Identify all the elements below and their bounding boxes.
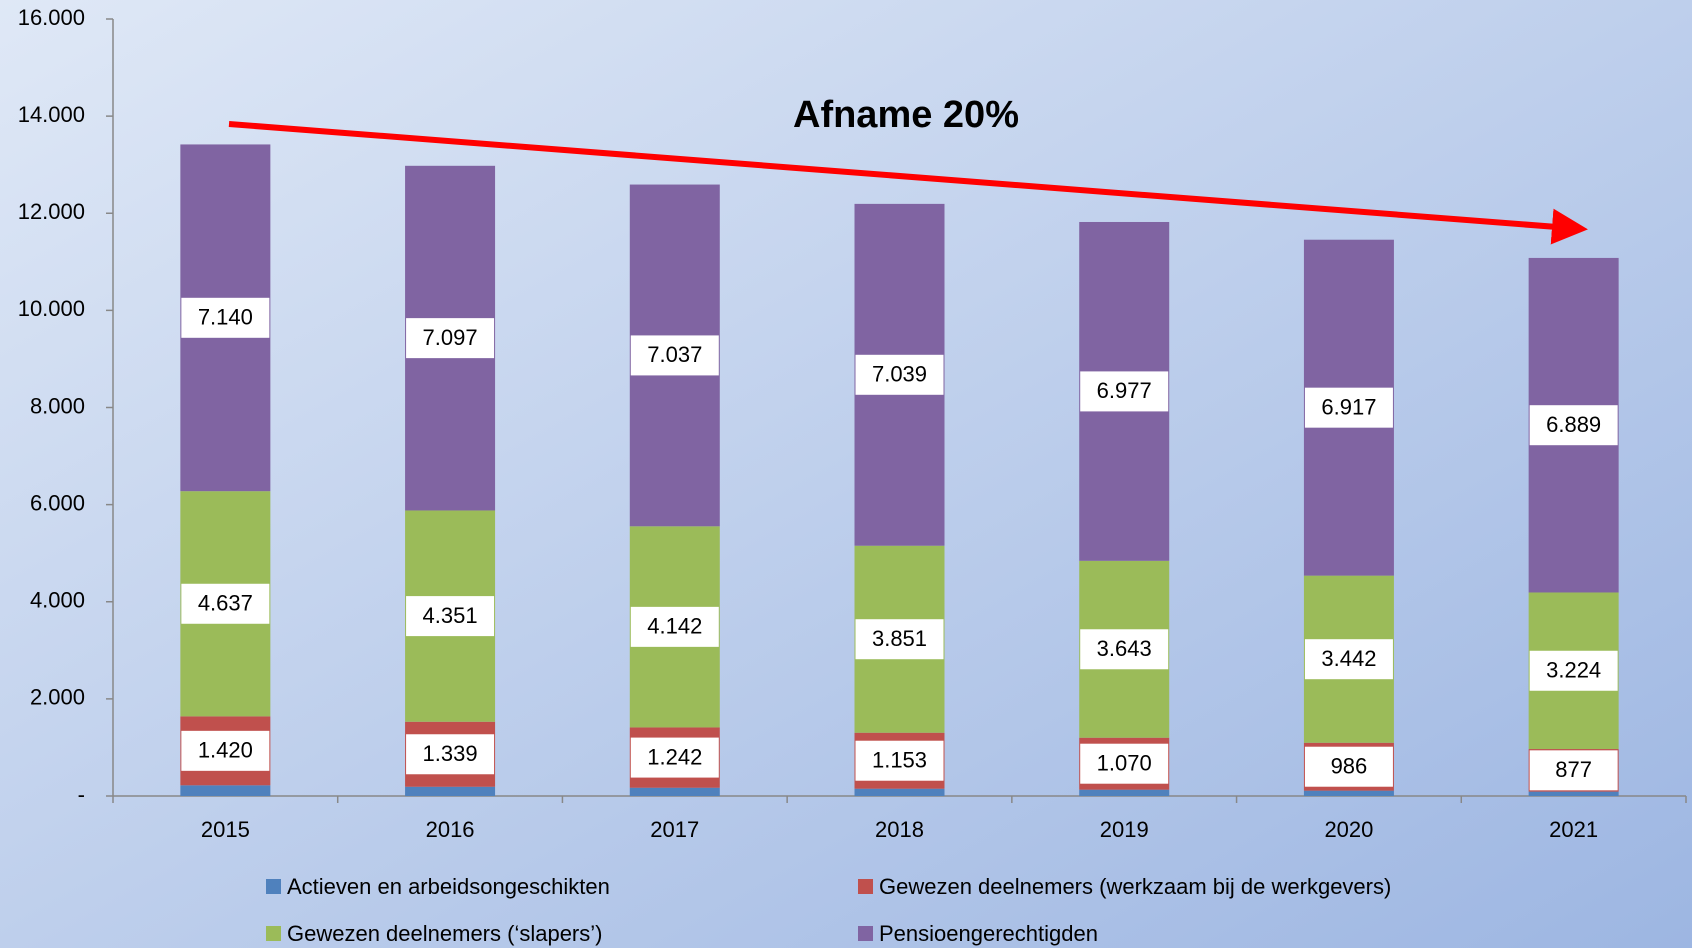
value-label-box (630, 737, 719, 778)
value-label-box (406, 596, 495, 637)
value-label-box (181, 583, 270, 624)
legend-swatch (858, 926, 873, 941)
value-label-box (181, 730, 270, 771)
value-label-box (855, 354, 944, 395)
value-label: 7.140 (198, 305, 253, 330)
value-label: 3.442 (1321, 646, 1376, 671)
y-tick-label: - (78, 782, 85, 807)
value-label-box (1304, 639, 1393, 680)
value-label: 7.037 (647, 342, 702, 367)
x-tick-label: 2018 (875, 817, 924, 842)
x-tick-label: 2015 (201, 817, 250, 842)
value-label: 7.039 (872, 362, 927, 387)
bar-segment (405, 786, 496, 796)
legend-label: Pensioengerechtigden (879, 921, 1098, 946)
value-label: 3.643 (1097, 636, 1152, 661)
bar-segment (854, 788, 945, 796)
bar-segment (1528, 791, 1619, 796)
legend-swatch (266, 926, 281, 941)
value-label: 1.070 (1097, 751, 1152, 776)
value-label: 4.637 (198, 591, 253, 616)
value-label-box (1529, 405, 1618, 446)
value-label: 4.351 (423, 603, 478, 628)
value-label-box (181, 297, 270, 338)
annotation: Afname 20% (793, 94, 1019, 136)
value-label-box (1080, 371, 1169, 412)
value-label: 3.224 (1546, 658, 1601, 683)
y-tick-label: 12.000 (18, 199, 85, 224)
bar-segment (1079, 789, 1170, 796)
value-label-box (406, 318, 495, 359)
legend-label: Actieven en arbeidsongeschikten (287, 874, 610, 899)
value-label-box (1080, 743, 1169, 784)
value-label-box (1080, 629, 1169, 670)
value-label: 3.851 (872, 626, 927, 651)
y-tick-label: 2.000 (30, 685, 85, 710)
bar-segment (1303, 790, 1394, 796)
value-label: 6.917 (1321, 394, 1376, 419)
value-label: 6.889 (1546, 412, 1601, 437)
legend-swatch (858, 879, 873, 894)
value-label-box (1304, 387, 1393, 428)
x-tick-label: 2017 (650, 817, 699, 842)
y-tick-label: 10.000 (18, 296, 85, 321)
value-label-box (1529, 750, 1618, 791)
value-label: 1.242 (647, 744, 702, 769)
x-tick-label: 2020 (1324, 817, 1373, 842)
value-label-box (630, 335, 719, 376)
y-tick-label: 8.000 (30, 393, 85, 418)
y-tick-label: 14.000 (18, 102, 85, 127)
x-tick-label: 2016 (426, 817, 475, 842)
value-label-box (630, 606, 719, 647)
bar-segment (629, 787, 720, 796)
value-label: 4.142 (647, 614, 702, 639)
bar-segment (180, 785, 271, 796)
value-label-box (855, 619, 944, 660)
value-label: 986 (1331, 754, 1368, 779)
value-label: 1.420 (198, 738, 253, 763)
legend-swatch (266, 879, 281, 894)
y-tick-label: 16.000 (18, 5, 85, 30)
value-label-box (855, 740, 944, 781)
legend-label: Gewezen deelnemers (werkzaam bij de werk… (879, 874, 1391, 899)
value-label: 1.339 (423, 741, 478, 766)
y-tick-label: 6.000 (30, 490, 85, 515)
y-tick-label: 4.000 (30, 588, 85, 613)
x-tick-label: 2021 (1549, 817, 1598, 842)
value-label-box (1529, 650, 1618, 691)
value-label: 1.153 (872, 748, 927, 773)
value-label: 7.097 (423, 325, 478, 350)
value-label: 877 (1555, 757, 1592, 782)
value-label-box (406, 734, 495, 775)
value-label: 6.977 (1097, 378, 1152, 403)
legend-label: Gewezen deelnemers (‘slapers’) (287, 921, 602, 946)
trend-arrow (228, 121, 1588, 245)
x-tick-label: 2019 (1100, 817, 1149, 842)
value-label-box (1304, 746, 1393, 787)
